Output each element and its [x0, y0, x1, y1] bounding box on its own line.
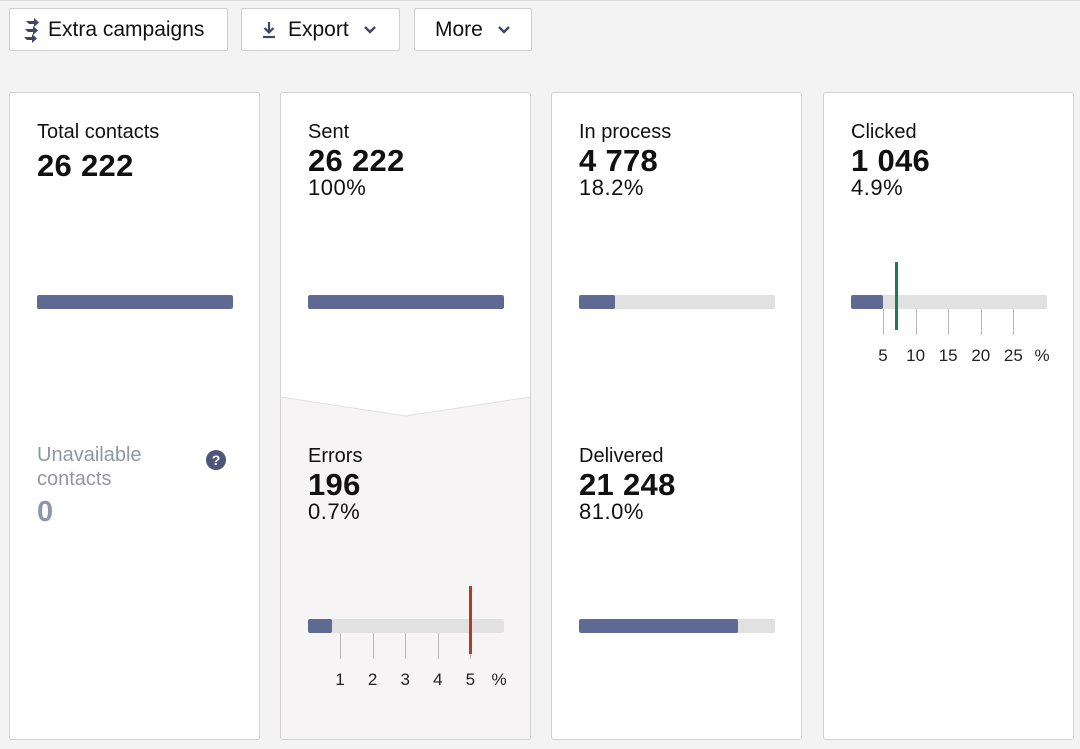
errors-threshold-marker [469, 586, 473, 654]
scale-tick [883, 309, 884, 335]
scale-tick-label: 20 [971, 346, 991, 365]
clicked-benchmark-marker [895, 262, 899, 330]
extra-campaigns-button[interactable]: Extra campaigns [9, 8, 228, 51]
scale-tick-label: 5 [465, 670, 476, 689]
total-contacts-label: Total contacts [37, 121, 160, 143]
clicked-label: Clicked [851, 121, 917, 143]
sent-bar [308, 295, 504, 309]
more-button[interactable]: More [414, 8, 532, 51]
clicked-value: 1 046 [851, 143, 931, 178]
download-icon [256, 21, 282, 39]
in-process-card: In process 4 778 18.2% Delivered 21 248 … [551, 92, 802, 740]
delivered-bar [579, 619, 775, 633]
sent-bar-fill [308, 295, 504, 309]
clicked-percent: 4.9% [851, 175, 904, 200]
clicked-bar-fill [851, 295, 883, 309]
in-process-percent: 18.2% [579, 175, 644, 200]
export-label: Export [288, 17, 349, 41]
total-contacts-bar [37, 295, 233, 309]
sent-value: 26 222 [308, 143, 405, 178]
clicked-card: Clicked 1 046 4.9% 5 10 15 20 25% [823, 92, 1074, 740]
scale-tick-label: 2 [367, 670, 378, 689]
clicked-scale: 5 10 15 20 25% [851, 309, 1050, 369]
scale-tick [980, 309, 982, 335]
in-process-label: In process [579, 121, 672, 143]
errors-bar [308, 619, 504, 633]
total-contacts-bar-fill [37, 295, 233, 309]
scale-tick [372, 633, 374, 659]
errors-bar-fill [308, 619, 333, 633]
in-process-bar-fill [579, 295, 615, 309]
errors-scale: 1 2 3 4 5% [308, 633, 507, 693]
in-process-bar [579, 295, 775, 309]
scale-tick [340, 633, 341, 659]
delivered-percent: 81.0% [579, 499, 644, 524]
sent-label: Sent [308, 121, 350, 143]
unavailable-contacts-label: Unavailable contacts [37, 444, 142, 490]
chevron-down-icon [497, 25, 511, 35]
export-button[interactable]: Export [241, 8, 400, 51]
scale-tick-label: 4 [433, 670, 443, 689]
in-process-value: 4 778 [579, 143, 659, 178]
clicked-bar [851, 295, 1047, 309]
sent-card: Sent 26 222 100% Errors 196 0.7% 1 2 3 4 5% [280, 92, 531, 740]
errors-value: 196 [308, 467, 361, 502]
scale-tick [437, 633, 439, 659]
total-contacts-value: 26 222 [37, 148, 134, 183]
scale-tick [948, 309, 950, 335]
scale-unit-label: % [491, 670, 507, 689]
scale-tick-label: 15 [938, 346, 958, 365]
scale-tick-label: 1 [335, 670, 345, 689]
top-border [0, 0, 1080, 1]
scale-tick-label: 10 [906, 346, 926, 365]
scale-tick [915, 309, 917, 335]
question-circle-icon[interactable]: ? [206, 450, 226, 470]
scale-tick [405, 633, 407, 659]
delivered-value: 21 248 [579, 467, 676, 502]
scale-unit-label: % [1034, 346, 1050, 365]
extra-campaigns-arrows-icon [14, 17, 48, 43]
scale-tick-label: 25 [1003, 346, 1023, 365]
scale-tick [1013, 309, 1015, 335]
errors-label: Errors [308, 445, 363, 467]
sent-percent: 100% [308, 175, 367, 200]
scale-tick-label: 5 [878, 346, 888, 365]
more-label: More [435, 17, 483, 41]
total-contacts-card: Total contacts 26 222 Unavailable contac… [9, 92, 260, 740]
errors-panel-background [281, 396, 530, 739]
unavailable-contacts-value: 0 [37, 496, 54, 528]
extra-campaigns-label: Extra campaigns [48, 17, 205, 41]
chevron-down-icon [363, 25, 377, 35]
scale-tick-label: 3 [400, 670, 410, 689]
errors-percent: 0.7% [308, 499, 361, 524]
delivered-label: Delivered [579, 445, 664, 467]
delivered-bar-fill [579, 619, 738, 633]
